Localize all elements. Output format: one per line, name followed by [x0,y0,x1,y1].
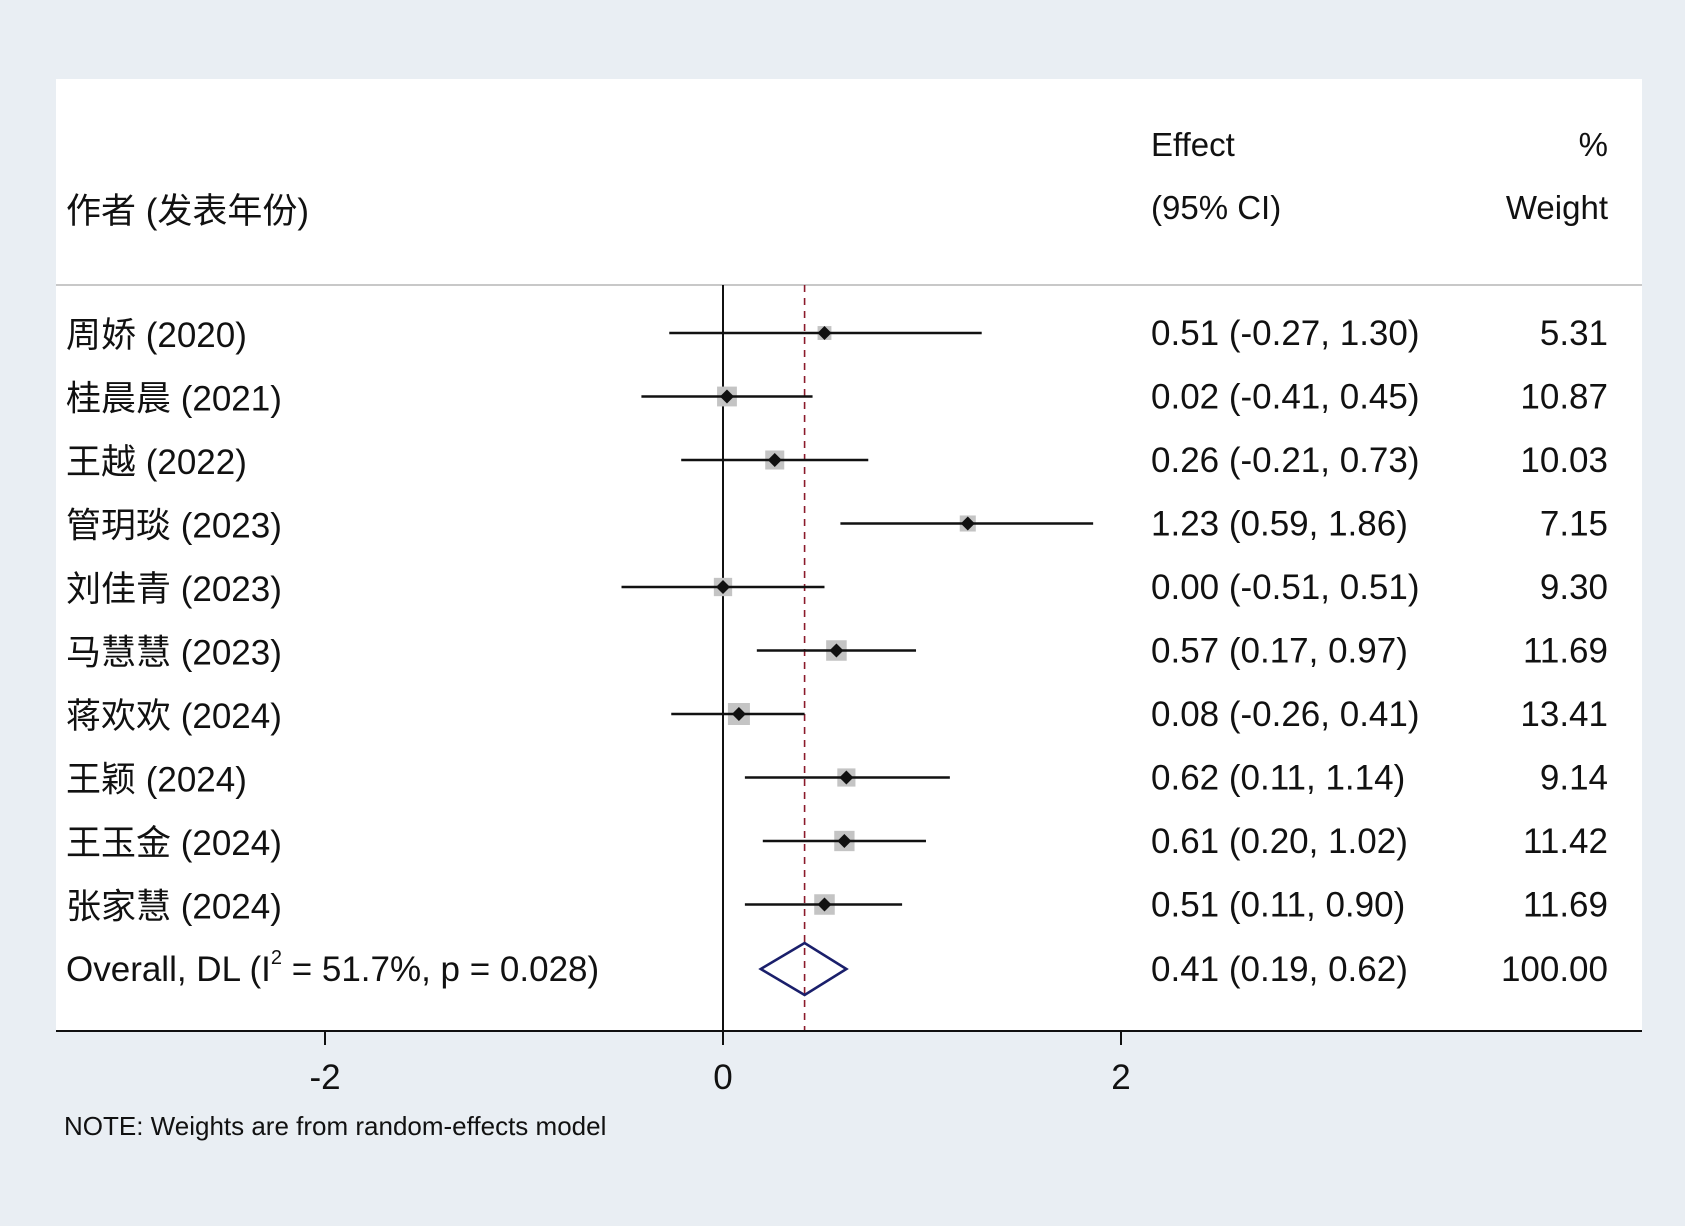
effect-marker [837,834,852,848]
study-ci-text: 0.62 (0.11, 1.14) [1151,759,1405,798]
effect-marker [817,326,832,340]
study-ci-text: 0.61 (0.20, 1.02) [1151,822,1408,861]
effect-marker [829,643,844,658]
effect-marker [767,453,782,467]
header-weight-line2: Weight [1506,189,1608,226]
study-weight-text: 10.03 [1520,441,1608,480]
x-axis: -2 0 2 [309,1031,1131,1097]
x-tick-label: 2 [1111,1058,1130,1097]
study-label: 马慧慧 (2023) [66,634,282,673]
forest-marks: 周娇 (2020) 0.51 (-0.27, 1.30) 5.31 桂晨晨 (2021… [66,285,1608,1031]
study-ci-text: 0.02 (-0.41, 0.45) [1151,378,1420,417]
header-effect-line1: Effect [1151,126,1235,163]
study-ci-text: 0.26 (-0.21, 0.73) [1151,441,1420,480]
study-label: 张家慧 (2024) [66,888,282,927]
study-weight-text: 10.87 [1520,378,1608,417]
study-label: 桂晨晨 (2021) [66,380,282,419]
effect-marker [731,707,746,721]
effect-marker [719,389,734,404]
overall-label-suffix: = 51.7%, p = 0.028) [282,950,599,989]
study-label: 周娇 (2020) [66,316,247,355]
overall-diamond [758,941,849,997]
study-label: 王颖 (2024) [66,761,247,800]
x-tick-label: 0 [713,1058,732,1097]
overall-label-prefix: Overall, DL (I [66,950,271,989]
study-weight-text: 5.31 [1540,314,1608,353]
study-weight-text: 11.69 [1523,886,1608,925]
study-weight-text: 9.30 [1540,568,1608,607]
study-weight-text: 11.69 [1523,632,1608,671]
study-label: 刘佳青 (2023) [66,570,282,609]
study-ci-text: 1.23 (0.59, 1.86) [1151,505,1408,544]
effect-marker [716,580,730,594]
study-ci-text: 0.00 (-0.51, 0.51) [1151,568,1420,607]
header-study-label: 作者 (发表年份) [66,192,309,231]
study-ci-text: 0.51 (-0.27, 1.30) [1151,314,1420,353]
overall-label-superscript: 2 [271,947,282,969]
header-weight-line1: % [1579,126,1608,163]
plot-panel [56,79,1642,1030]
study-weight-text: 7.15 [1540,505,1608,544]
x-tick-label: -2 [309,1058,340,1097]
study-label: 王越 (2022) [66,443,247,482]
overall-label: Overall, DL (I2 = 51.7%, p = 0.028) [66,947,599,989]
study-weight-text: 11.42 [1523,822,1608,861]
effect-marker [960,516,975,531]
study-ci-text: 0.08 (-0.26, 0.41) [1151,695,1420,734]
overall-weight-text: 100.00 [1501,950,1608,989]
study-weight-text: 13.41 [1520,695,1608,734]
study-label: 王玉金 (2024) [66,824,282,863]
study-label: 管玥琰 (2023) [66,507,282,546]
study-weight-text: 9.14 [1540,759,1608,798]
header-effect-line2: (95% CI) [1151,189,1281,226]
effect-marker [839,770,854,785]
footnote: NOTE: Weights are from random-effects mo… [64,1111,606,1141]
study-ci-text: 0.51 (0.11, 0.90) [1151,886,1405,925]
effect-marker [817,897,832,912]
study-ci-text: 0.57 (0.17, 0.97) [1151,632,1408,671]
study-label: 蒋欢欢 (2024) [66,697,282,736]
overall-ci-text: 0.41 (0.19, 0.62) [1151,950,1408,989]
